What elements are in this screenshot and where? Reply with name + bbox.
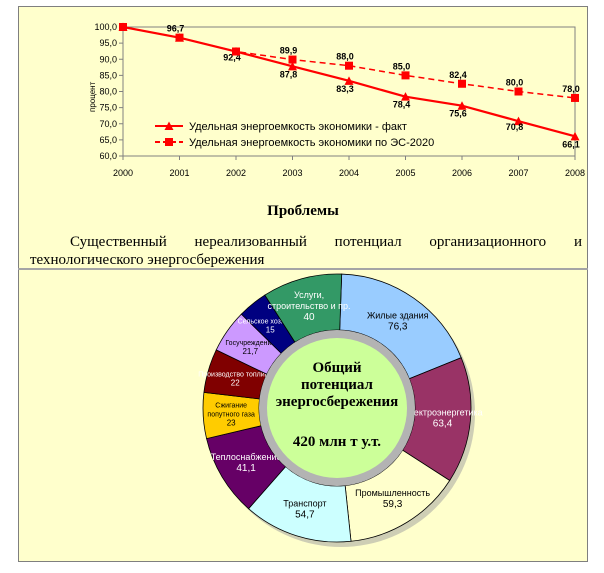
x-tick-label: 2007 [508,168,528,178]
data-point-plan [119,23,127,31]
x-tick-label: 2003 [282,168,302,178]
y-tick-label: 60,0 [99,151,117,161]
data-point-fact [288,61,297,71]
data-label: 82,4 [449,70,467,80]
x-tick-label: 2006 [452,168,472,178]
series-line-2 [122,26,576,99]
x-tick-label: 2000 [113,168,133,178]
data-label: 88,0 [336,52,354,62]
data-label: 96,7 [167,24,185,34]
data-point-plan [175,33,184,42]
data-point-plan [514,87,523,96]
data-point-plan [345,61,353,70]
data-point-fact [344,76,354,85]
panel-divider [18,268,588,270]
data-label: 78,0 [562,84,580,94]
line-chart: 60,0 65,0 70,0 75,0 80,0 85,0 90,0 95,0 100,0 200… [88,22,585,178]
y-tick-label: 65,0 [99,135,117,145]
problems-text: Существенный нереализованный потенциал о… [30,233,582,269]
data-point-fact [401,92,410,101]
data-point-fact [514,116,523,126]
data-point-plan [571,93,579,102]
problems-title: Проблемы [267,203,339,219]
problems-text-line-1: Существенный нереализованный потенциал о… [70,234,582,250]
data-label: 92,4 [223,53,241,63]
legend-marker [165,138,173,146]
data-label: 83,3 [336,84,354,94]
y-tick-label: 90,0 [99,54,117,64]
problems-text-line-2: технологического энергосбережения [30,252,265,268]
legend-marker [164,121,174,130]
data-label: 70,8 [506,122,524,132]
data-label: 78,4 [393,100,411,110]
y-tick-label: 80,0 [99,87,117,97]
x-tick-label: 2008 [565,168,585,178]
data-label: 75,6 [449,109,467,119]
y-tick-label: 75,0 [99,103,117,113]
data-label: 80,0 [506,78,524,88]
data-point-plan [401,71,410,80]
data-point-plan [288,55,297,64]
y-tick-label: 95,0 [99,38,117,48]
x-tick-label: 2004 [339,168,359,178]
data-label: 66,1 [562,139,580,149]
legend-label: Удельная энергоемкость экономики - факт [189,121,407,133]
data-point-plan [458,79,466,88]
data-label: 85,0 [393,61,411,71]
y-tick-label: 85,0 [99,70,117,80]
y-tick-label: 70,0 [99,119,117,129]
data-label: 89,9 [280,46,298,56]
data-label: 87,8 [280,69,298,79]
y-tick-label: 100,0 [94,22,117,32]
y-axis-label: процент [88,81,97,112]
x-tick-label: 2002 [226,168,246,178]
data-point-fact [457,101,467,110]
legend-label: Удельная энергоемкость экономики по ЭС-2… [189,137,434,149]
data-point-fact [570,131,580,141]
x-tick-label: 2001 [169,168,189,178]
data-point-plan [232,47,240,56]
x-tick-label: 2005 [395,168,415,178]
